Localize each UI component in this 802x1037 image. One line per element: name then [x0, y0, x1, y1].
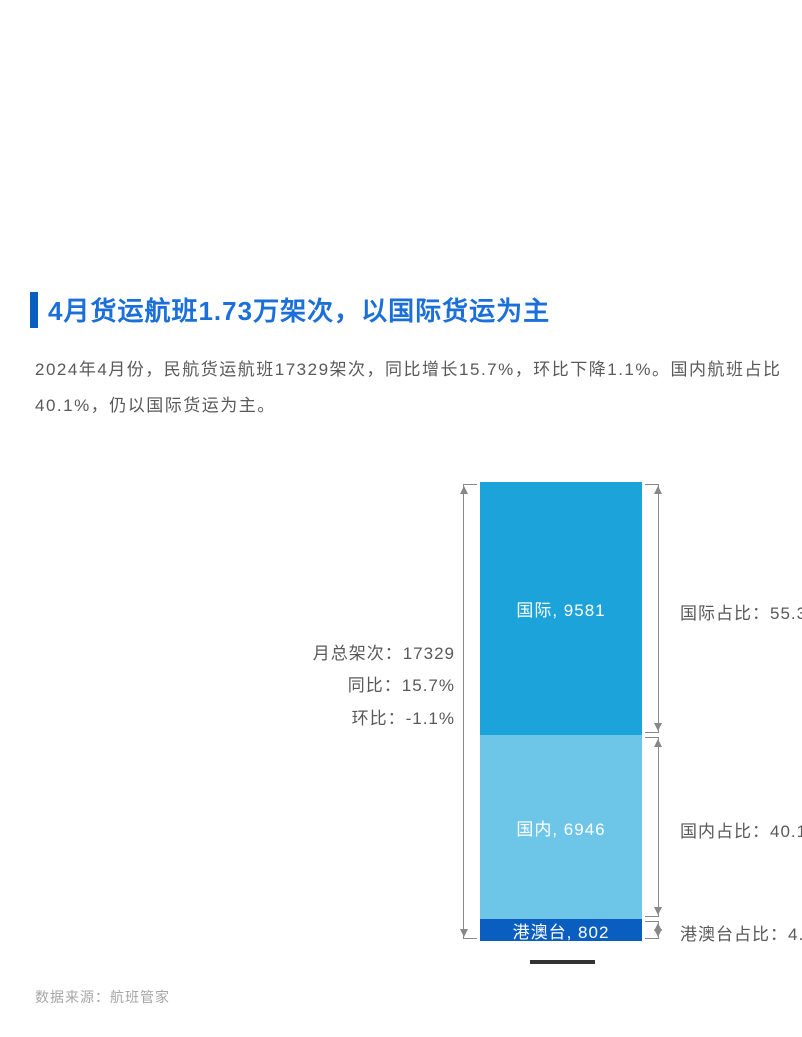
- mom-row: 环比：-1.1%: [255, 703, 455, 735]
- data-source-footer: 数据来源：航班管家: [35, 987, 170, 1007]
- title-accent-bar: [30, 292, 38, 328]
- stacked-bar: 国际, 9581国内, 6946港澳台, 802: [480, 482, 642, 941]
- total-label: 月总架次：: [313, 644, 403, 663]
- page-title: 4月货运航班1.73万架次，以国际货运为主: [48, 291, 550, 328]
- mom-label: 环比：: [352, 709, 406, 728]
- yoy-row: 同比：15.7%: [255, 670, 455, 702]
- share-label: 国际占比：55.3%: [680, 599, 802, 624]
- share-label: 国内占比：40.1%: [680, 817, 802, 842]
- bar-top-accent: [530, 960, 595, 964]
- yoy-value: 15.7%: [402, 676, 455, 695]
- yoy-label: 同比：: [348, 676, 402, 695]
- description-text: 2024年4月份，民航货运航班17329架次，同比增长15.7%，环比下降1.1…: [35, 352, 802, 423]
- right-bracket: [646, 484, 659, 733]
- total-row: 月总架次：17329: [255, 638, 455, 670]
- right-bracket: [646, 921, 659, 939]
- right-bracket: [646, 737, 659, 917]
- summary-stats: 月总架次：17329 同比：15.7% 环比：-1.1%: [255, 638, 455, 735]
- stacked-bar-chart: 国际, 9581国内, 6946港澳台, 802 月总架次：17329 同比：1…: [0, 482, 802, 972]
- total-value: 17329: [403, 644, 455, 663]
- bar-segment: 国内, 6946: [480, 735, 642, 919]
- bar-segment: 国际, 9581: [480, 482, 642, 735]
- bar-segment: 港澳台, 802: [480, 919, 642, 941]
- mom-value: -1.1%: [406, 709, 455, 728]
- left-bracket: [463, 484, 476, 939]
- title-section: 4月货运航班1.73万架次，以国际货运为主: [30, 291, 550, 328]
- share-label: 港澳台占比：4.6%: [680, 920, 802, 945]
